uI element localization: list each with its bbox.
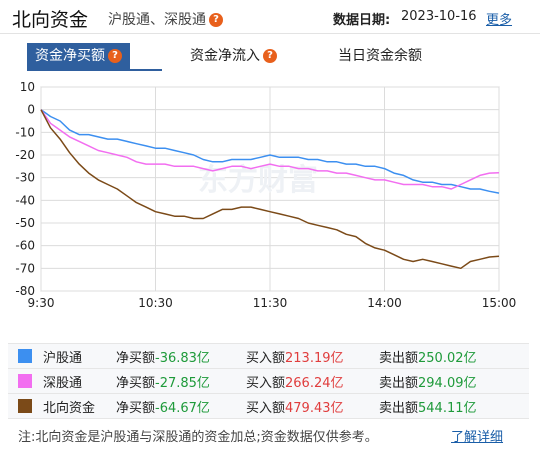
buy-cell: 买入额479.43亿 (246, 393, 379, 419)
legend-row: 深股通 净买额-27.85亿 买入额266.24亿 卖出额294.09亿 (8, 368, 529, 394)
sell-value: 250.02亿 (418, 350, 477, 366)
page-title: 北向资金 (12, 9, 89, 31)
tab-net-inflow[interactable]: 资金净流入? (190, 43, 277, 69)
sell-cell: 卖出额250.02亿 (379, 343, 529, 369)
x-tick-label: 9:30 (28, 296, 55, 310)
y-tick-label: -60 (15, 239, 35, 253)
net-buy-cell: 净买额-64.67亿 (116, 393, 246, 419)
buy-label: 买入额 (246, 375, 286, 391)
net-buy-cell: 净买额-27.85亿 (116, 368, 246, 394)
y-tick-label: -30 (15, 171, 35, 185)
detail-link[interactable]: 了解详细 (451, 430, 504, 445)
x-tick-label: 15:00 (482, 296, 517, 310)
tab-label: 当日资金余额 (338, 48, 422, 64)
legend-series-name: 北向资金 (43, 400, 96, 416)
y-tick-label: -10 (15, 125, 35, 139)
legend-row: 沪股通 净买额-36.83亿 买入额213.19亿 卖出额250.02亿 (8, 343, 529, 369)
date-value: 2023-10-16 (401, 9, 477, 24)
subtitle-text: 沪股通、深股通 (108, 12, 206, 28)
legend-table: 沪股通 净买额-36.83亿 买入额213.19亿 卖出额250.02亿 深股通 净买额-… (8, 343, 529, 419)
y-tick-label: 0 (27, 103, 35, 117)
net-buy-cell: 净买额-36.83亿 (116, 343, 246, 369)
sell-value: 294.09亿 (418, 375, 477, 391)
legend-series-name: 沪股通 (43, 350, 83, 366)
page-subtitle: 沪股通、深股通? (108, 9, 223, 29)
y-tick-label: -70 (15, 261, 35, 275)
net-buy-label: 净买额 (116, 375, 156, 391)
y-tick-label: -50 (15, 216, 35, 230)
x-tick-label: 10:30 (138, 296, 173, 310)
sell-cell: 卖出额294.09亿 (379, 368, 529, 394)
tab-label: 资金净买额 (35, 48, 105, 64)
y-tick-label: -20 (15, 148, 35, 162)
date-label: 数据日期: (333, 13, 391, 28)
legend-series-name: 深股通 (43, 375, 83, 391)
buy-value: 479.43亿 (285, 400, 344, 416)
buy-label: 买入额 (246, 350, 286, 366)
y-axis: 10 0 -10 -20 -30 -40 -50 -60 -70 -80 (15, 80, 35, 298)
tab-underline (27, 69, 162, 71)
legend-series-cell: 北向资金 (8, 393, 116, 419)
line-chart: 东方财富 100-10-20-30-40-50-60-70-80 9:30 10:… (15, 80, 517, 310)
net-buy-value: -64.67亿 (155, 400, 210, 416)
net-buy-label: 净买额 (116, 350, 156, 366)
buy-cell: 买入额266.24亿 (246, 368, 379, 394)
series-line-2 (40, 109, 500, 270)
sell-label: 卖出额 (379, 375, 419, 391)
legend-series-cell: 沪股通 (8, 343, 116, 369)
tab-net-buy[interactable]: 资金净买额? (27, 43, 130, 69)
y-tick-label: -40 (15, 193, 35, 207)
sell-label: 卖出额 (379, 350, 419, 366)
net-buy-label: 净买额 (116, 400, 156, 416)
legend-row: 北向资金 净买额-64.67亿 买入额479.43亿 卖出额544.11亿 (8, 393, 529, 419)
question-icon[interactable]: ? (108, 49, 122, 63)
y-tick-label: -80 (15, 284, 35, 298)
legend-series-cell: 深股通 (8, 368, 116, 394)
y-tick-label: 10 (20, 80, 35, 94)
series-line-1 (40, 109, 500, 190)
more-link[interactable]: 更多 (486, 13, 513, 28)
sell-label: 卖出额 (379, 400, 419, 416)
tab-daily-balance[interactable]: 当日资金余额 (338, 43, 422, 69)
footnote: 注:北向资金是沪股通与深股通的资金加总;资金数据仅供参考。 (18, 430, 378, 445)
sell-cell: 卖出额544.11亿 (379, 393, 529, 419)
sell-value: 544.11亿 (418, 400, 477, 416)
legend-swatch (18, 374, 32, 388)
question-icon[interactable]: ? (263, 49, 277, 63)
x-axis: 9:30 10:30 11:30 14:00 15:00 (28, 296, 517, 310)
x-tick-label: 14:00 (367, 296, 402, 310)
legend-swatch (18, 399, 32, 413)
net-buy-value: -36.83亿 (155, 350, 210, 366)
x-tick-label: 11:30 (253, 296, 288, 310)
buy-value: 213.19亿 (285, 350, 344, 366)
buy-value: 266.24亿 (285, 375, 344, 391)
legend-swatch (18, 349, 32, 363)
tab-label: 资金净流入 (190, 48, 260, 64)
series-group (40, 109, 500, 270)
question-icon[interactable]: ? (209, 13, 223, 27)
buy-cell: 买入额213.19亿 (246, 343, 379, 369)
header-bar: 北向资金 沪股通、深股通? 数据日期: 2023-10-16 更多 (0, 0, 540, 34)
buy-label: 买入额 (246, 400, 286, 416)
series-line-0 (40, 109, 500, 194)
net-buy-value: -27.85亿 (155, 375, 210, 391)
